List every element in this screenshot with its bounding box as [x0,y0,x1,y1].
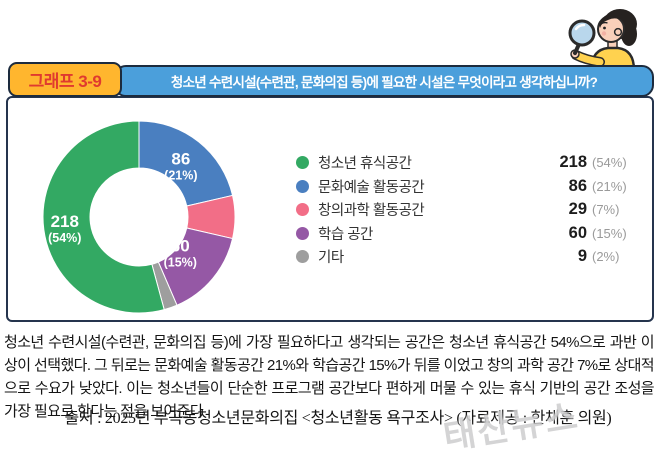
donut-slice-percent-label: (54%) [48,231,81,245]
legend-color-dot [296,156,309,170]
legend-label: 학습 공간 [318,226,373,243]
donut-slice-0 [42,120,165,314]
legend-percent: (21%) [592,178,627,194]
donut-slice-value-label: 60 [171,236,190,255]
header: 그래프 3-9 청소년 수련시설(수련관, 문화의집 등)에 필요한 시설은 무… [0,0,658,97]
legend-row-1: 문화예술 활동공간 86 (21%) [296,175,644,199]
chart-legend: 청소년 휴식공간 218 (54%) 문화예술 활동공간 86 (21%) 창의과학 활동공… [296,151,644,269]
magnifying-glass-icon [568,19,596,47]
mascot-magnifier-illustration [568,9,637,70]
donut-chart: 86(21%) 60(15%) 218(54%) [42,120,236,314]
legend-color-dot [296,179,309,193]
donut-slice-value-label: 218 [51,212,79,231]
analysis-paragraph: 청소년 수련시설(수련관, 문화의집 등)에 가장 필요하다고 생각되는 공간은… [4,334,655,420]
source-citation: 출처 : 2025년 부곡동청소년문화의집 <청소년활동 욕구조사> (자료제공… [64,410,612,427]
legend-row-4: 기타 9 (2%) [296,245,644,269]
chart-title-bar: 청소년 수련시설(수련관, 문화의집 등)에 필요한 시설은 무엇이라고 생각하… [114,65,654,97]
legend-value: 218 [559,153,587,172]
legend-label: 문화예술 활동공간 [318,179,425,196]
legend-color-dot [296,226,309,240]
legend-row-3: 학습 공간 60 (15%) [296,222,644,246]
legend-value: 29 [568,200,587,219]
legend-percent: (54%) [592,155,627,171]
donut-slice-percent-label: (21%) [164,168,197,182]
chart-panel: 86 (21%) 60 (15%) 218 (54%) 청소년 휴식공간 218 (54%) 문… [6,96,654,322]
legend-row-0: 청소년 휴식공간 218 (54%) [296,151,644,175]
mascot-eye [603,26,606,30]
legend-label: 기타 [318,250,344,267]
legend-label: 청소년 휴식공간 [318,156,412,173]
legend-color-dot [296,250,309,264]
graph-number-badge: 그래프 3-9 [8,62,122,97]
legend-label: 창의과학 활동공간 [318,203,425,220]
legend-percent: (7%) [592,202,620,218]
legend-row-2: 창의과학 활동공간 29 (7%) [296,198,644,222]
donut-slice-value-label: 86 [171,149,190,168]
legend-value: 9 [577,247,587,266]
donut-slice-percent-label: (15%) [164,255,197,269]
legend-value: 86 [568,176,587,195]
legend-percent: (15%) [592,225,627,241]
legend-value: 60 [568,223,587,242]
legend-percent: (2%) [592,249,620,265]
legend-color-dot [296,203,309,217]
